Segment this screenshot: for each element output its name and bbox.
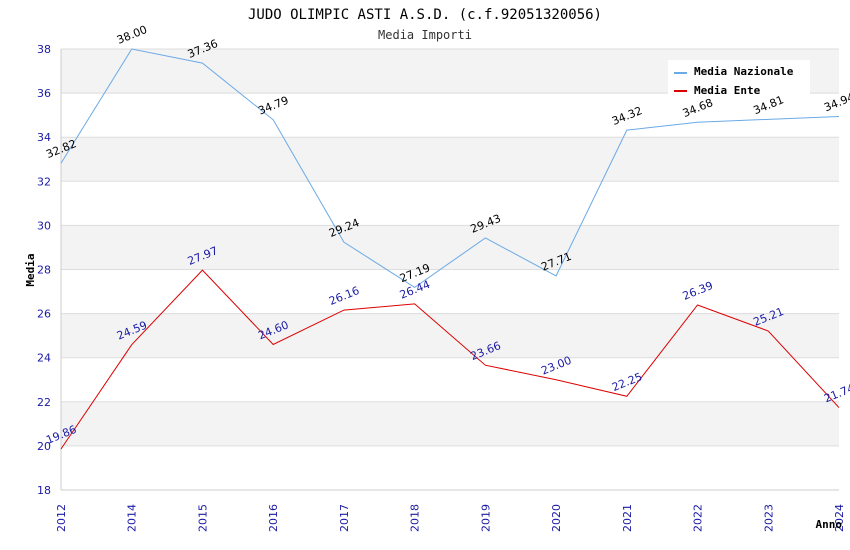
y-tick-label: 30 xyxy=(37,219,51,232)
series-lines xyxy=(60,48,840,450)
x-tick-label: 2016 xyxy=(267,504,280,532)
x-tick-label: 2015 xyxy=(196,504,209,532)
grid-band xyxy=(61,181,839,226)
y-tick-label: 26 xyxy=(37,308,51,321)
x-tick-labels: 2012 2014 2015 2016 2017 2018 2019 2020 2021 2022… xyxy=(55,504,846,532)
legend-box xyxy=(668,60,810,96)
x-tick-label: 2017 xyxy=(338,504,351,532)
axes xyxy=(60,49,839,491)
y-axis-label: Media xyxy=(24,253,37,286)
x-tick-label: 2018 xyxy=(409,504,422,532)
legend: Media Nazionale Media Ente xyxy=(668,60,810,97)
grid-band xyxy=(61,137,839,182)
data-label: 38.00 xyxy=(115,23,149,47)
y-tick-label: 18 xyxy=(37,484,51,497)
y-tick-label: 32 xyxy=(37,175,51,188)
grid-bands xyxy=(61,49,839,490)
legend-label-media-ente: Media Ente xyxy=(694,84,761,97)
x-tick-label: 2012 xyxy=(55,504,68,532)
y-tick-label: 22 xyxy=(37,396,51,409)
grid-band xyxy=(61,313,839,358)
x-tick-label: 2022 xyxy=(692,504,705,532)
chart-subtitle: Media Importi xyxy=(378,28,472,42)
y-tick-label: 34 xyxy=(37,131,51,144)
series-line xyxy=(60,48,840,288)
y-tick-label: 36 xyxy=(37,87,51,100)
x-tick-label: 2021 xyxy=(621,504,634,532)
x-tick-label: 2014 xyxy=(126,504,139,532)
x-axis-label: Anno xyxy=(816,518,843,531)
x-tick-label: 2019 xyxy=(479,504,492,532)
chart-title: JUDO OLIMPIC ASTI A.S.D. (c.f.9205132005… xyxy=(248,7,602,23)
y-tick-label: 20 xyxy=(37,440,51,453)
grid-band xyxy=(61,445,839,490)
y-tick-label: 24 xyxy=(37,352,51,365)
grid-band xyxy=(61,269,839,314)
x-tick-label: 2024 xyxy=(833,504,846,532)
series-line xyxy=(60,269,840,450)
grid-band xyxy=(61,401,839,446)
x-tick-label: 2023 xyxy=(762,504,775,532)
y-tick-label: 38 xyxy=(37,43,51,56)
x-tick-label: 2020 xyxy=(550,504,563,532)
y-tick-labels: 18 20 22 24 26 28 30 32 34 36 38 xyxy=(37,43,51,497)
y-tick-label: 28 xyxy=(37,264,51,277)
legend-label-media-nazionale: Media Nazionale xyxy=(694,65,794,78)
grid-band xyxy=(61,357,839,402)
grid-band xyxy=(61,93,839,138)
